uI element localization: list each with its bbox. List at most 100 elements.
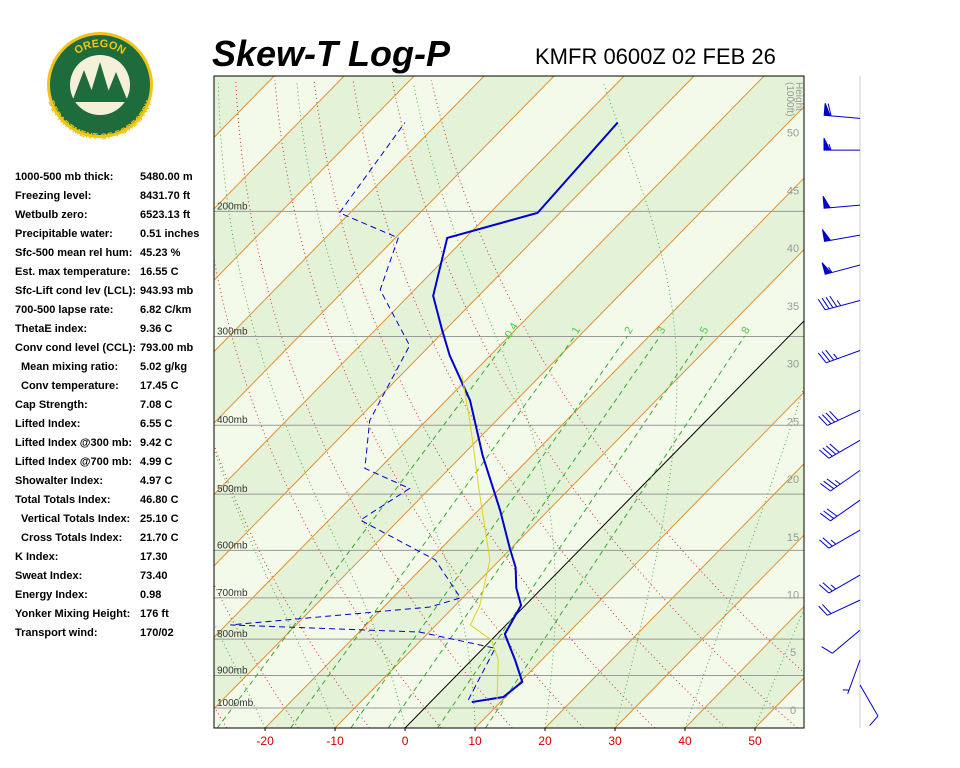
y-tick-label: 900mb bbox=[217, 665, 248, 676]
stat-value: 170/02 bbox=[140, 627, 174, 639]
stat-value: 16.55 C bbox=[140, 266, 179, 278]
stat-label: Sfc-500 mean rel hum: bbox=[15, 247, 132, 259]
wind-barb bbox=[819, 439, 861, 459]
stat-value: 21.70 C bbox=[140, 532, 179, 544]
isotherm bbox=[214, 76, 765, 639]
dry-adiabat bbox=[214, 256, 442, 728]
isotherm-band bbox=[214, 106, 804, 728]
stat-label: Sfc-Lift cond lev (LCL): bbox=[15, 285, 136, 297]
stat-label: Conv temperature: bbox=[21, 380, 119, 392]
x-tick-label: 0 bbox=[402, 734, 409, 748]
stat-label: Wetbulb zero: bbox=[15, 209, 88, 221]
isotherm bbox=[614, 534, 804, 728]
stat-label: Lifted Index @300 mb: bbox=[15, 437, 132, 449]
moist-adiabat bbox=[754, 607, 804, 728]
stat-label: Cross Totals Index: bbox=[21, 532, 122, 544]
stat-value: 0.51 inches bbox=[140, 228, 199, 240]
y2-tick-label: 10 bbox=[787, 590, 799, 602]
dry-adiabat bbox=[430, 79, 804, 674]
stat-value: 7.08 C bbox=[140, 399, 172, 411]
stat-label: K Index: bbox=[15, 551, 58, 563]
dry-adiabat bbox=[352, 79, 727, 728]
mixing-ratio-line bbox=[485, 335, 746, 728]
stat-value: 17.45 C bbox=[140, 380, 179, 392]
wind-barb bbox=[818, 409, 861, 426]
mixing-ratio-line bbox=[216, 335, 511, 728]
logo-top: OREGON bbox=[72, 38, 127, 57]
y-tick-label: 300mb bbox=[217, 326, 248, 337]
stat-label: ThetaE index: bbox=[15, 323, 87, 335]
y2-axis-label: Height bbox=[793, 82, 804, 111]
y2-tick-label: 30 bbox=[787, 359, 799, 371]
isotherm bbox=[214, 105, 804, 710]
wind-barb bbox=[820, 499, 861, 522]
x-tick-label: 20 bbox=[538, 734, 552, 748]
plot: 1000mb 900mb 800mb 700mb 600mb 500mb 400mb 300m… bbox=[217, 82, 804, 748]
mixing-ratio-label: 8 bbox=[739, 325, 752, 336]
isotherm bbox=[825, 76, 960, 728]
y-tick-label: 800mb bbox=[217, 629, 248, 640]
mixing-ratio-label: 5 bbox=[698, 325, 711, 336]
isotherm bbox=[474, 391, 804, 728]
wind-barb bbox=[817, 349, 861, 364]
stat-label: Freezing level: bbox=[15, 190, 91, 202]
stat-value: 0.98 bbox=[140, 589, 161, 601]
wind-barb bbox=[819, 529, 861, 549]
isotherm bbox=[544, 463, 804, 728]
wind-barb bbox=[817, 295, 861, 311]
stat-value: 73.40 bbox=[140, 570, 168, 582]
wind-barb bbox=[821, 629, 861, 654]
y-tick-label: 400mb bbox=[217, 415, 248, 426]
stat-label: Transport wind: bbox=[15, 627, 98, 639]
wind-barb bbox=[823, 137, 860, 151]
stat-value: 9.42 C bbox=[140, 437, 172, 449]
isotherm bbox=[334, 248, 804, 728]
wind-barb bbox=[822, 196, 861, 209]
wind-barb bbox=[819, 574, 861, 594]
stat-label: Cap Strength: bbox=[15, 399, 88, 411]
profile-line bbox=[461, 374, 499, 700]
y-tick-label: 1000mb bbox=[217, 698, 254, 709]
y2-tick-label: 50 bbox=[787, 128, 799, 140]
wind-barb bbox=[842, 659, 861, 695]
stat-value: 8431.70 ft bbox=[140, 190, 190, 202]
stat-label: Sweat Index: bbox=[15, 570, 82, 582]
mixing-ratio-line bbox=[350, 335, 629, 728]
wind-barb bbox=[859, 684, 879, 726]
logo-trees bbox=[72, 62, 128, 102]
moist-adiabat bbox=[296, 83, 476, 728]
isotherm bbox=[214, 76, 555, 424]
x-tick-label: 40 bbox=[678, 734, 692, 748]
y2-tick-label: 5 bbox=[790, 647, 796, 659]
mixing-ratio-label: 1 bbox=[570, 325, 583, 336]
y2-tick-label: 25 bbox=[787, 416, 799, 428]
stat-value: 25.10 C bbox=[140, 513, 179, 525]
y2-tick-label: 40 bbox=[787, 243, 799, 255]
stat-label: Conv cond level (CCL): bbox=[15, 342, 136, 354]
y2-tick-label: 45 bbox=[787, 185, 799, 197]
x-tick-label: 30 bbox=[608, 734, 622, 748]
wind-barb bbox=[821, 229, 861, 242]
y2-tick-label: 35 bbox=[787, 301, 799, 313]
mixing-ratio-label: 3 bbox=[655, 325, 668, 336]
y-tick-label: 700mb bbox=[217, 588, 248, 599]
y2-tick-label: 0 bbox=[790, 705, 796, 717]
y2-axis-label: (1000ft) bbox=[784, 82, 795, 116]
y-tick-label: 500mb bbox=[217, 484, 248, 495]
stat-label: Est. max temperature: bbox=[15, 266, 131, 278]
chart-subtitle: KMFR 0600Z 02 FEB 26 bbox=[535, 44, 776, 69]
wind-barb bbox=[820, 469, 861, 492]
stat-value: 6.55 C bbox=[140, 418, 172, 430]
x-tick-label: -10 bbox=[326, 734, 344, 748]
x-tick-label: 10 bbox=[468, 734, 482, 748]
isotherm bbox=[214, 76, 345, 210]
y2-tick-label: 20 bbox=[787, 474, 799, 486]
logo: OREGON DEPARTMENT OF FORESTRY bbox=[46, 32, 154, 141]
stat-label: Energy Index: bbox=[15, 589, 88, 601]
stat-label: Lifted Index @700 mb: bbox=[15, 456, 132, 468]
mixing-ratio-label: 2 bbox=[622, 325, 635, 336]
profile-line bbox=[432, 121, 619, 704]
stat-value: 5480.00 m bbox=[140, 171, 193, 183]
x-tick-label: 50 bbox=[748, 734, 762, 748]
